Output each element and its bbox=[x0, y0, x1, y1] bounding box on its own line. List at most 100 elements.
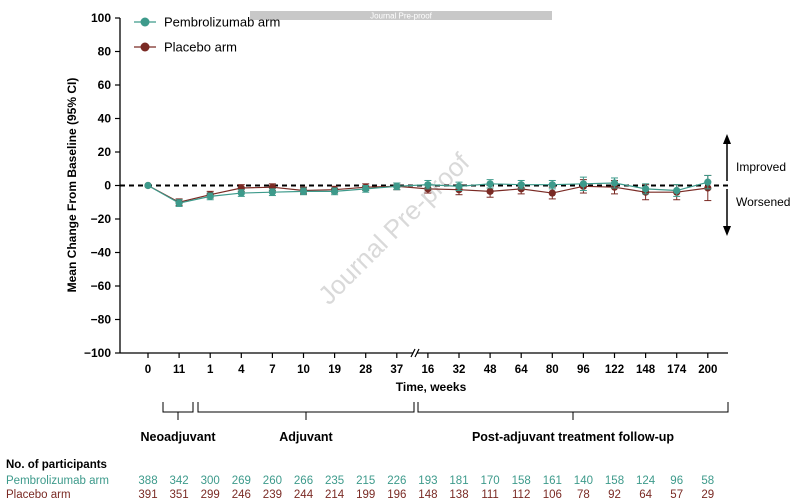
participants-cell: 260 bbox=[263, 475, 282, 487]
data-point bbox=[517, 181, 525, 189]
participants-cell: 181 bbox=[449, 475, 468, 487]
participants-cell: 58 bbox=[701, 475, 714, 487]
x-tick-label: 96 bbox=[577, 364, 590, 376]
series-pembrolizumab bbox=[144, 174, 712, 207]
participants-cell: 266 bbox=[294, 475, 313, 487]
participants-cell: 199 bbox=[356, 489, 375, 501]
participants-cell: 215 bbox=[356, 475, 375, 487]
data-point bbox=[673, 186, 681, 195]
phase-bracket: Adjuvant bbox=[197, 402, 415, 444]
data-point bbox=[548, 189, 556, 197]
x-tick-label: 16 bbox=[422, 364, 435, 376]
banner-text: Journal Pre-proof bbox=[370, 12, 433, 21]
participants-cell: 244 bbox=[294, 489, 314, 501]
legend-item: Pembrolizumab arm bbox=[134, 15, 280, 30]
participants-cell: 148 bbox=[418, 489, 437, 501]
data-point bbox=[486, 180, 494, 188]
phase-label: Adjuvant bbox=[279, 430, 333, 444]
y-tick-label: −60 bbox=[91, 279, 112, 293]
data-point bbox=[237, 189, 245, 197]
data-point bbox=[424, 181, 432, 189]
x-tick-label: 64 bbox=[515, 364, 528, 376]
data-point bbox=[299, 187, 308, 195]
participants-cell: 196 bbox=[387, 489, 406, 501]
data-point bbox=[144, 181, 152, 190]
x-tick-label: 0 bbox=[145, 364, 151, 376]
participants-cell: 138 bbox=[449, 489, 468, 501]
y-tick-label: 0 bbox=[104, 179, 111, 193]
participants-row: Pembrolizumab arm 388 342 300 269 260 266 235 21… bbox=[6, 475, 714, 487]
participants-cell: 57 bbox=[670, 489, 683, 501]
participants-table: No. of participants Pembrolizumab arm 388 3… bbox=[6, 459, 714, 501]
legend-label: Placebo arm bbox=[164, 40, 237, 55]
phase-label: Neoadjuvant bbox=[140, 430, 216, 444]
x-tick-label: 11 bbox=[173, 364, 186, 376]
data-point bbox=[486, 187, 494, 195]
participants-cell: 96 bbox=[670, 475, 683, 487]
x-tick-label: 80 bbox=[546, 364, 559, 376]
arrow-down-head bbox=[723, 226, 731, 236]
participants-row-label: Placebo arm bbox=[6, 489, 71, 501]
participants-cell: 158 bbox=[605, 475, 624, 487]
participants-cell: 214 bbox=[325, 489, 345, 501]
data-point bbox=[206, 192, 214, 200]
y-tick-label: 80 bbox=[98, 45, 112, 59]
participants-cell: 391 bbox=[138, 489, 157, 501]
participants-cell: 106 bbox=[543, 489, 562, 501]
y-tick-label: −20 bbox=[91, 212, 112, 226]
axis-break-mark bbox=[410, 348, 416, 358]
participants-cell: 64 bbox=[639, 489, 652, 501]
bracket-line bbox=[197, 402, 415, 413]
participants-cell: 226 bbox=[387, 475, 406, 487]
y-tick-label: −40 bbox=[91, 246, 112, 260]
participants-cell: 111 bbox=[481, 489, 498, 501]
participants-cell: 161 bbox=[543, 475, 562, 487]
series-layer bbox=[144, 174, 712, 207]
data-point bbox=[268, 188, 276, 196]
arrow-up-head bbox=[723, 134, 731, 144]
x-tick-label: 1 bbox=[207, 364, 214, 376]
data-point bbox=[175, 199, 183, 207]
improved-label: Improved bbox=[736, 160, 786, 174]
x-tick-label: 122 bbox=[605, 364, 624, 376]
participants-cell: 351 bbox=[170, 489, 189, 501]
axis-break-mark bbox=[414, 348, 420, 358]
legend-marker bbox=[140, 17, 150, 27]
participants-row-label: Pembrolizumab arm bbox=[6, 475, 109, 487]
legend-marker bbox=[140, 42, 150, 52]
participants-cell: 388 bbox=[138, 475, 157, 487]
x-tick-label: 48 bbox=[484, 364, 497, 376]
participants-cell: 92 bbox=[608, 489, 621, 501]
participants-cell: 300 bbox=[201, 475, 220, 487]
data-point bbox=[642, 185, 650, 193]
watermark: Journal Pre-proof bbox=[312, 146, 476, 310]
phase-bracket: Neoadjuvant bbox=[140, 402, 216, 444]
y-tick-label: 20 bbox=[98, 145, 112, 159]
y-axis-title: Mean Change From Baseline (95% CI) bbox=[65, 78, 79, 293]
x-tick-label: 19 bbox=[328, 364, 341, 376]
participants-row: Placebo arm 391 351 299 246 239 244 214 199 196 14… bbox=[6, 489, 714, 501]
participants-cell: 112 bbox=[512, 489, 530, 501]
legend: Pembrolizumab arm Placebo arm bbox=[134, 15, 280, 55]
data-point bbox=[393, 182, 401, 190]
y-tick-label: 40 bbox=[98, 112, 112, 126]
participants-cell: 299 bbox=[201, 489, 220, 501]
phase-brackets: Neoadjuvant Adjuvant Post-adjuvant treatme… bbox=[140, 402, 729, 444]
x-tick-label: 28 bbox=[359, 364, 372, 376]
participants-cell: 269 bbox=[232, 475, 251, 487]
banner-bar bbox=[250, 11, 552, 20]
bracket-line bbox=[417, 402, 729, 413]
legend-label: Pembrolizumab arm bbox=[164, 15, 280, 30]
y-tick-label: −100 bbox=[84, 346, 111, 360]
participants-cell: 235 bbox=[325, 475, 344, 487]
x-axis-title: Time, weeks bbox=[396, 380, 467, 394]
participants-cell: 78 bbox=[577, 489, 590, 501]
data-point bbox=[704, 178, 712, 186]
bracket-line bbox=[162, 402, 194, 413]
participants-cell: 239 bbox=[263, 489, 282, 501]
x-tick-label: 32 bbox=[453, 364, 466, 376]
x-tick-label: 10 bbox=[297, 364, 310, 376]
participants-cell: 124 bbox=[636, 475, 656, 487]
